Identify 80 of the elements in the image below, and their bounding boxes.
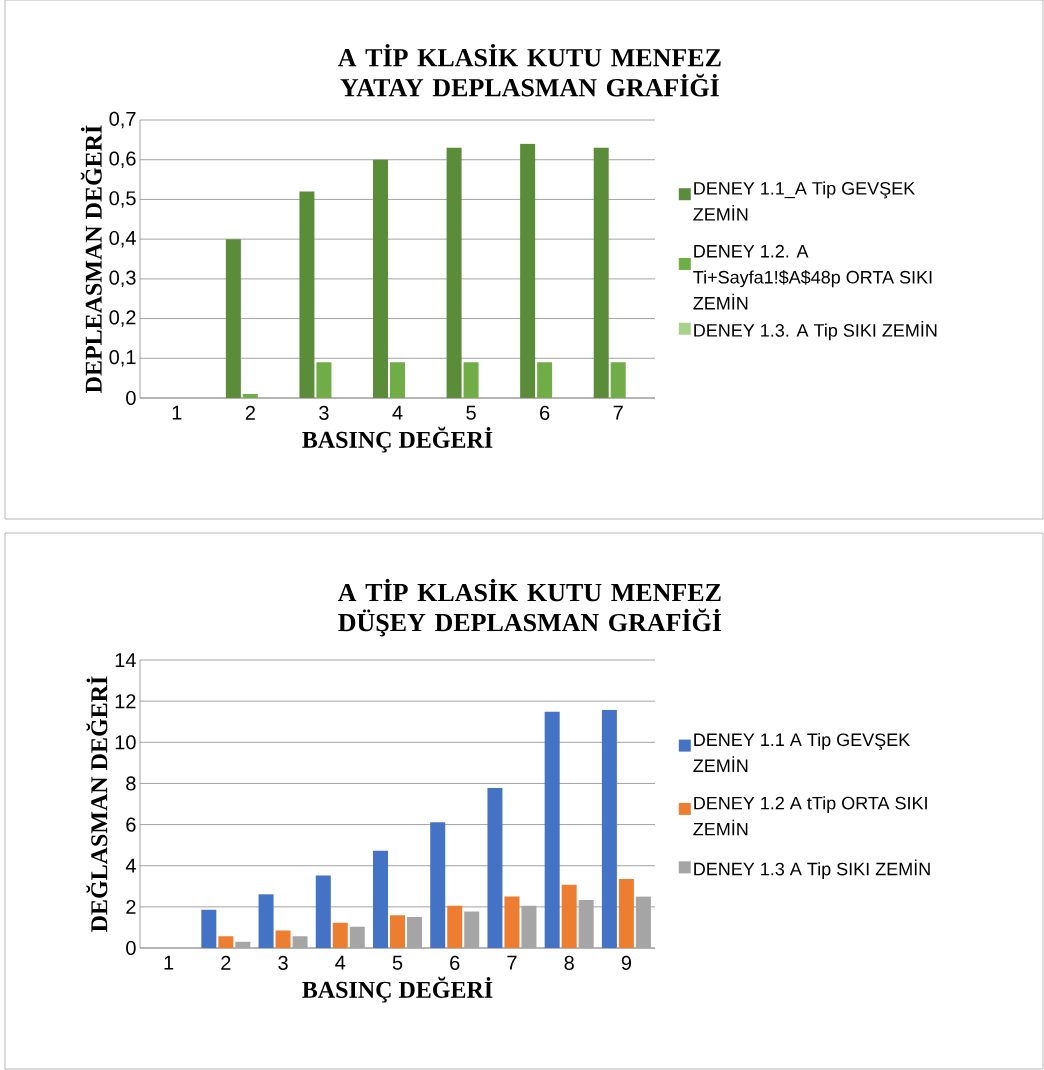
bar <box>430 822 446 949</box>
bar <box>610 362 626 398</box>
x-tick-label: 5 <box>466 405 476 420</box>
x-tick-label: 3 <box>278 955 288 970</box>
y-tick-label: 0,1 <box>109 350 136 367</box>
legend-label: DENEY 1.2 A tTip ORTA SIKI ZEMİN <box>693 796 927 836</box>
bar <box>225 239 241 398</box>
bar <box>315 875 331 949</box>
bar <box>373 159 388 398</box>
bar <box>390 915 406 949</box>
x-tick-label: 8 <box>564 955 574 970</box>
bar <box>464 911 480 949</box>
legend-label: DENEY 1.2. A Ti+Sayfa1!$A$48p ORTA SIKI ZEMİN <box>693 244 932 310</box>
x-tick-label: 7 <box>613 405 623 420</box>
x-tick-label: 9 <box>621 955 632 970</box>
y-axis-title: DEĞLASMAN DEĞERİ <box>86 676 108 932</box>
chart-title: A TİP KLASİK KUTU MENFEZ DÜŞEY DEPLASMAN GRAFİĞİ <box>337 578 722 637</box>
chart-title: A TİP KLASİK KUTU MENFEZ YATAY DEPLASMAN GRAFİĞİ <box>337 43 721 97</box>
x-tick-label: 6 <box>450 955 460 970</box>
y-tick-label: 0,2 <box>109 310 136 327</box>
y-tick-label: 4 <box>125 858 136 873</box>
x-tick-label: 3 <box>319 405 329 420</box>
legend-label: DENEY 1.1_A Tip GEVŞEK ZEMİN <box>693 181 916 221</box>
bar <box>487 787 503 949</box>
x-axis-title: BASINÇ DEĞERİ <box>302 976 493 1003</box>
bar <box>201 909 217 949</box>
bar <box>407 916 422 949</box>
bar <box>537 362 553 398</box>
bar <box>349 926 365 949</box>
bar <box>316 362 332 398</box>
bar <box>593 147 609 398</box>
bar <box>332 922 348 949</box>
y-tick-label: 0,4 <box>109 230 136 248</box>
bar <box>258 894 274 949</box>
y-tick-label: 2 <box>126 899 136 914</box>
bar <box>521 905 537 949</box>
x-tick-label: 2 <box>221 955 231 970</box>
bar <box>390 362 405 398</box>
bar <box>299 191 315 398</box>
y-tick-label: 0,5 <box>109 191 136 208</box>
y-axis-title: DEPLEASMAN DEĞERİ <box>80 125 102 393</box>
bar <box>292 936 308 949</box>
bar <box>275 930 291 949</box>
x-tick-label: 6 <box>540 405 550 420</box>
legend-label: DENEY 1.3 A Tip SIKI ZEMİN <box>694 859 930 879</box>
y-tick-label: 0 <box>126 940 136 956</box>
bar <box>463 362 479 398</box>
y-tick-label: 14 <box>115 653 136 667</box>
bar <box>235 941 251 949</box>
x-tick-label: 1 <box>164 955 174 970</box>
bar <box>446 147 462 398</box>
x-tick-label: 5 <box>392 955 403 970</box>
bar <box>601 709 617 949</box>
y-tick-label: 12 <box>115 694 136 709</box>
y-tick-label: 8 <box>126 776 136 791</box>
x-tick-label: 7 <box>507 955 517 970</box>
x-axis-title: BASINÇ DEĞERİ <box>302 426 493 453</box>
bar <box>447 905 463 949</box>
y-tick-label: 0,7 <box>109 111 136 129</box>
bar <box>561 884 577 949</box>
x-tick-label: 2 <box>245 405 255 420</box>
bar <box>373 850 388 949</box>
bar <box>242 394 258 398</box>
bar <box>635 896 651 949</box>
y-tick-label: 6 <box>126 817 136 832</box>
x-tick-label: 4 <box>392 405 403 420</box>
y-tick-label: 0,3 <box>109 270 136 288</box>
x-tick-label: 4 <box>335 955 346 970</box>
bar <box>504 896 520 949</box>
x-tick-label: 1 <box>172 405 182 420</box>
bar <box>544 711 560 949</box>
bar <box>618 879 634 949</box>
legend-label: DENEY 1.1 A Tip GEVŞEK ZEMİN <box>693 732 911 772</box>
bar <box>520 143 536 398</box>
y-tick-label: 10 <box>115 735 136 750</box>
legend-label: DENEY 1.3. A Tip SIKI ZEMİN <box>694 320 937 341</box>
y-tick-label: 0,6 <box>109 151 136 168</box>
bar <box>578 900 594 949</box>
bar <box>218 936 234 949</box>
y-tick-label: 0 <box>126 390 136 406</box>
